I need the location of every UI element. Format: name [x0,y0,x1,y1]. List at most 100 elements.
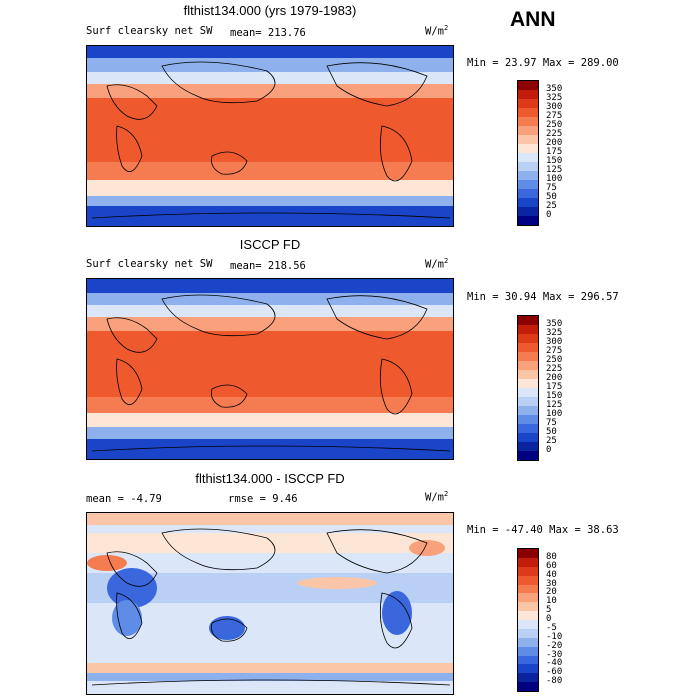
panel2-variable: Surf clearsky net SW [86,258,213,270]
colorbar-tick-label: 350 [546,319,563,329]
colorbar-tick-label: 80 [546,551,557,562]
colorbar-segment [518,415,538,424]
colorbar-tick-label: 150 [546,156,563,166]
colorbar-segment [518,135,538,144]
panel1-variable: Surf clearsky net SW [86,25,213,37]
colorbar-segment [518,549,538,558]
colorbar-tick-label: 125 [546,400,563,410]
colorbar-tick-label: -40 [546,658,563,669]
colorbar-segment [518,189,538,198]
colorbar-segment [518,620,538,629]
panel2-title: ISCCP FD [239,237,301,252]
colorbar-segment [518,602,538,612]
colorbar-tick-label: 200 [546,373,563,383]
colorbar-tick-label: 300 [546,337,563,347]
colorbar-tick-label: -20 [546,640,563,651]
colorbar-tick-label: 40 [546,569,557,580]
panel3-rmse: rmse = 9.46 [228,493,298,505]
colorbar-tick-label: 225 [546,364,563,374]
colorbar-segment [518,108,538,117]
colorbar-segment [518,144,538,153]
colorbar-segment [518,682,538,691]
panel1-mean: mean= 213.76 [230,27,306,39]
colorbar-tick-label: 50 [546,427,557,437]
colorbar-segment [518,397,538,406]
colorbar-tick-label: 200 [546,138,563,148]
colorbar-segment [518,117,538,126]
panel2-colorbar [517,315,539,461]
colorbar-segment [518,81,538,90]
colorbar-segment [518,334,538,343]
colorbar-tick-label: 175 [546,147,563,157]
colorbar-tick-label: 20 [546,587,557,598]
colorbar-tick-label: 10 [546,596,557,607]
colorbar-tick-label: -30 [546,649,563,660]
colorbar-segment [518,361,538,370]
colorbar-tick-label: 0 [546,614,552,624]
colorbar-segment [518,126,538,135]
colorbar-tick-label: 100 [546,174,563,184]
panel1-map [86,45,454,227]
panel3-map-svg [87,513,453,694]
colorbar-tick-label: 30 [546,578,557,589]
colorbar-tick-label: -10 [546,631,563,642]
panel3-colorbar [517,548,539,692]
colorbar-segment [518,451,538,460]
colorbar-tick-label: -80 [546,676,563,687]
colorbar-segment [518,99,538,108]
colorbar-segment [518,316,538,325]
colorbar-segment [518,379,538,388]
colorbar-tick-label: 250 [546,355,563,365]
colorbar-segment [518,673,538,683]
colorbar-tick-label: 350 [546,84,563,94]
colorbar-segment [518,433,538,442]
panel1-minmax: Min = 23.97 Max = 289.00 [467,57,619,69]
colorbar-segment [518,162,538,171]
colorbar-segment [518,352,538,361]
colorbar-segment [518,646,538,656]
colorbar-segment [518,216,538,225]
colorbar-segment [518,628,538,638]
colorbar-tick-label: 0 [546,445,552,455]
panel1-units: W/m2 [425,24,449,38]
colorbar-tick-label: 250 [546,120,563,130]
panel3-map [86,512,454,695]
colorbar-segment [518,180,538,189]
colorbar-tick-label: 50 [546,192,557,202]
panel1-title: flthist134.000 (yrs 1979-1983) [183,3,357,18]
colorbar-tick-label: 125 [546,165,563,175]
panel1-colorbar [517,80,539,226]
colorbar-tick-label: 300 [546,102,563,112]
colorbar-segment [518,406,538,415]
colorbar-tick-label: 0 [546,210,552,220]
colorbar-tick-label: 275 [546,346,563,356]
colorbar-segment [518,637,538,647]
colorbar-tick-label: 100 [546,409,563,419]
colorbar-tick-label: 225 [546,129,563,139]
panel3-minmax: Min = -47.40 Max = 38.63 [467,524,619,536]
colorbar-tick-label: 25 [546,201,557,211]
panel3-title: flthist134.000 - ISCCP FD [195,471,345,486]
colorbar-segment [518,584,538,594]
colorbar-tick-label: 175 [546,382,563,392]
colorbar-tick-label: -5 [546,622,557,633]
season-label: ANN [510,8,556,31]
colorbar-tick-label: 60 [546,560,557,571]
colorbar-segment [518,655,538,665]
colorbar-tick-label: 5 [546,605,552,616]
colorbar-segment [518,388,538,397]
colorbar-segment [518,207,538,216]
colorbar-segment [518,664,538,674]
panel2-units: W/m2 [425,257,449,271]
colorbar-segment [518,370,538,379]
panel2-map-svg [87,279,453,459]
colorbar-segment [518,171,538,180]
panel3-mean: mean = -4.79 [86,493,162,505]
panel3-units: W/m2 [425,490,449,504]
colorbar-segment [518,575,538,585]
colorbar-segment [518,566,538,576]
colorbar-segment [518,343,538,352]
colorbar-tick-label: 275 [546,111,563,121]
colorbar-tick-label: 75 [546,418,557,428]
panel2-mean: mean= 218.56 [230,260,306,272]
